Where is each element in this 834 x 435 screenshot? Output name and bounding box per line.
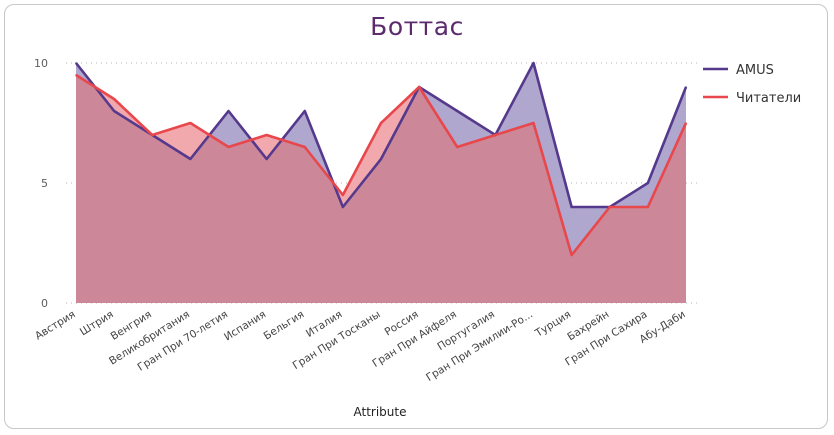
readers-point — [342, 194, 344, 196]
readers-point — [418, 86, 420, 88]
readers-point — [494, 134, 497, 136]
y-tick-label: 10 — [34, 57, 48, 70]
readers-point — [532, 122, 535, 124]
readers-point — [151, 134, 154, 136]
amus-point — [75, 62, 77, 64]
x-tick-label: Австрия — [33, 308, 78, 342]
readers-point — [685, 122, 687, 124]
amus-point — [342, 206, 344, 208]
amus-point — [380, 158, 382, 160]
amus-point — [456, 110, 459, 112]
x-tick-label: Испания — [222, 308, 268, 343]
amus-point — [227, 110, 230, 112]
x-axis-title: Attribute — [354, 405, 407, 419]
legend: AMUS Читатели — [703, 63, 801, 106]
readers-point — [113, 98, 115, 100]
readers-point — [75, 74, 77, 76]
readers-point — [227, 146, 230, 148]
amus-point — [265, 158, 268, 160]
readers-point — [189, 122, 192, 124]
readers-point — [570, 254, 573, 256]
legend-label: Читатели — [736, 91, 801, 106]
amus-point — [570, 206, 573, 208]
amus-point — [532, 62, 535, 64]
readers-point — [265, 134, 268, 136]
amus-point — [647, 182, 649, 184]
readers-point — [647, 206, 649, 208]
y-tick-label: 0 — [41, 297, 48, 310]
chart-title: Боттас — [370, 12, 464, 41]
readers-point — [380, 122, 382, 124]
y-axis-ticks: 0 5 10 — [34, 57, 48, 310]
y-tick-label: 5 — [41, 177, 48, 190]
readers-point — [608, 206, 611, 208]
amus-point — [189, 158, 192, 160]
series-lines — [74, 61, 688, 257]
overlap-area — [76, 75, 686, 303]
series-areas — [76, 63, 686, 303]
readers-point — [456, 146, 459, 148]
x-tick-label: Бельгия — [262, 308, 307, 342]
legend-label: AMUS — [736, 63, 774, 78]
readers-point — [303, 146, 306, 148]
amus-point — [113, 110, 115, 112]
amus-point — [685, 86, 687, 88]
amus-point — [303, 110, 306, 112]
